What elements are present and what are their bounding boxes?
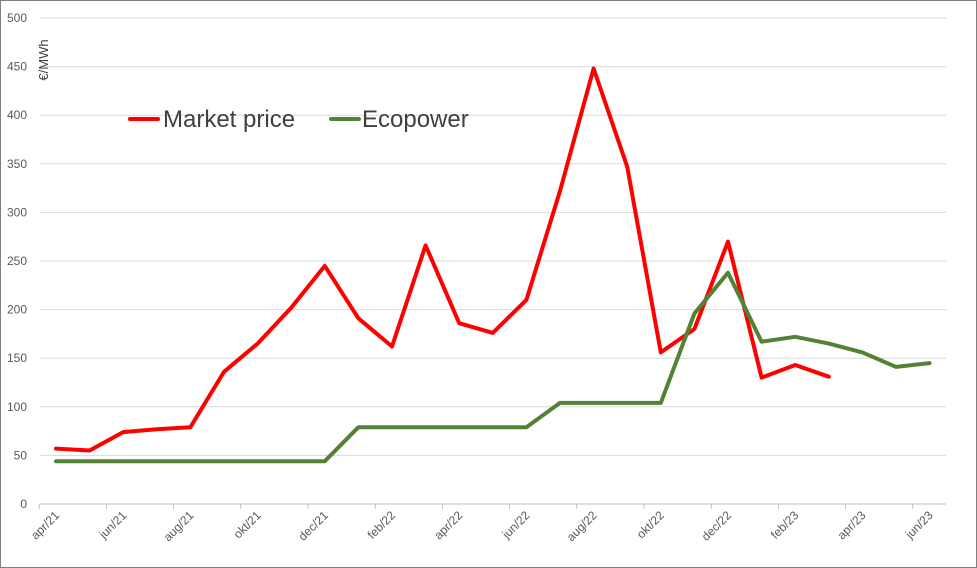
y-tick-label: 250: [7, 254, 27, 268]
y-tick-label: 0: [20, 497, 27, 511]
y-tick-label: 150: [7, 351, 27, 365]
y-axis-title: €/MWh: [36, 39, 51, 80]
axes: 0 50 100 150 200 250 300 350 400 450 500 apr/21 jun/…: [7, 11, 946, 544]
y-tick-label: 500: [7, 11, 27, 25]
y-tick-label: 450: [7, 60, 27, 74]
x-tick-label: jun/22: [499, 508, 533, 542]
x-tick-label: okt/22: [634, 508, 667, 541]
x-tick-label: apr/21: [28, 508, 62, 542]
x-tick-label: jun/21: [96, 508, 130, 542]
y-tick-label: 200: [7, 303, 27, 317]
y-tick-label: 300: [7, 205, 27, 219]
y-tick-label: 400: [7, 108, 27, 122]
series: [54, 66, 932, 464]
legend: Market price Ecopower: [128, 106, 469, 133]
y-tick-label: 350: [7, 157, 27, 171]
x-tick-label: aug/21: [161, 508, 197, 544]
x-tick-label: feb/23: [768, 508, 802, 542]
legend-label-ecopower: Ecopower: [362, 106, 469, 133]
x-tick-label: dec/21: [296, 508, 332, 544]
series-line-ecopower: [54, 270, 932, 464]
x-tick-label: dec/22: [699, 508, 735, 544]
x-tick-label: okt/21: [231, 508, 264, 541]
gridlines: [40, 17, 946, 456]
y-tick-label: 100: [7, 400, 27, 414]
legend-label-market-price: Market price: [163, 106, 295, 133]
x-tick-label: apr/22: [431, 508, 465, 542]
x-tick-label: aug/22: [564, 508, 600, 544]
x-tick-label: jun/23: [902, 508, 936, 542]
x-tick-label: apr/23: [835, 508, 869, 542]
y-tick-label: 50: [14, 448, 28, 462]
series-line-market-price: [54, 66, 831, 453]
x-tick-label: feb/22: [365, 508, 399, 542]
